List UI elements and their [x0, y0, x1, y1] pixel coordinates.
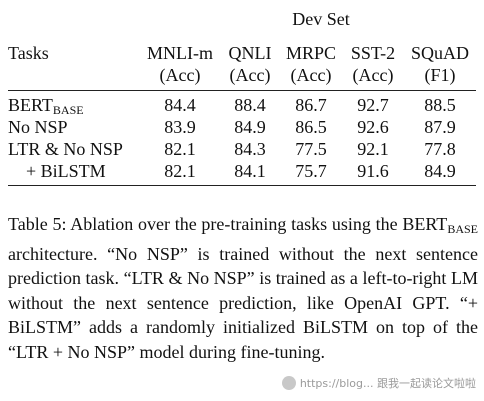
column-name: SQuAD — [410, 43, 469, 63]
table-row: LTR & No NSP 82.1 84.3 77.5 92.1 77.8 — [8, 138, 476, 160]
task-name: + BiLSTM — [26, 161, 106, 181]
column-name: QNLI — [228, 43, 272, 63]
caption-subscript: BASE — [447, 222, 478, 236]
wechat-icon — [281, 376, 296, 390]
value-cell: 83.9 — [164, 117, 196, 137]
table-rule — [8, 185, 476, 186]
task-name: BERTBASE — [8, 95, 84, 117]
value-cell: 86.5 — [295, 117, 327, 137]
value-cell: 82.1 — [164, 139, 196, 159]
value-cell: 87.9 — [424, 117, 456, 137]
value-cell: 84.1 — [234, 161, 266, 181]
column-metric: (F1) — [424, 65, 456, 85]
value-cell: 84.9 — [424, 161, 456, 181]
value-cell: 84.4 — [164, 95, 196, 115]
value-cell: 91.6 — [357, 161, 389, 181]
table-rule — [8, 90, 476, 91]
value-cell: 86.7 — [295, 95, 327, 115]
table-row: + BiLSTM 82.1 84.1 75.7 91.6 84.9 — [8, 160, 476, 182]
column-header-mnli: MNLI-m (Acc) — [140, 42, 220, 86]
value-cell: 88.5 — [424, 95, 456, 115]
column-name: MRPC — [285, 43, 337, 63]
column-metric: (Acc) — [229, 65, 271, 85]
watermark-text: https://blog... 跟我一起读论文啦啦 — [299, 377, 476, 390]
column-header-sst2: SST-2 (Acc) — [342, 42, 404, 86]
column-name: SST-2 — [350, 43, 396, 63]
caption-text-continued: architecture. “No NSP” is trained withou… — [8, 243, 478, 362]
value-cell: 92.6 — [357, 117, 389, 137]
group-header: Dev Set — [292, 9, 350, 29]
column-header-qnli: QNLI (Acc) — [220, 42, 280, 86]
value-cell: 77.8 — [424, 139, 456, 159]
caption-text: Table 5: Ablation over the pre-training … — [8, 214, 448, 234]
value-cell: 82.1 — [164, 161, 196, 181]
value-cell: 77.5 — [295, 139, 327, 159]
tasks-column-label: Tasks — [8, 43, 49, 63]
task-name: LTR & No NSP — [8, 139, 123, 159]
task-name: No NSP — [8, 117, 68, 137]
table-row: No NSP 83.9 84.9 86.5 92.6 87.9 — [8, 116, 476, 138]
table-caption: Table 5: Ablation over the pre-training … — [8, 212, 478, 364]
value-cell: 84.9 — [234, 117, 266, 137]
value-cell: 92.7 — [357, 95, 389, 115]
value-cell: 75.7 — [295, 161, 327, 181]
column-name: MNLI-m — [147, 43, 213, 63]
column-metric: (Acc) — [290, 65, 332, 85]
column-header-squad: SQuAD (F1) — [404, 42, 476, 86]
value-cell: 84.3 — [234, 139, 266, 159]
value-cell: 92.1 — [357, 139, 389, 159]
column-header-mrpc: MRPC (Acc) — [280, 42, 342, 86]
value-cell: 88.4 — [234, 95, 266, 115]
column-metric: (Acc) — [352, 65, 394, 85]
watermark: https://blog... 跟我一起读论文啦啦 — [281, 375, 476, 391]
column-metric: (Acc) — [159, 65, 201, 85]
table-row: BERTBASE 84.4 88.4 86.7 92.7 88.5 — [8, 94, 476, 117]
